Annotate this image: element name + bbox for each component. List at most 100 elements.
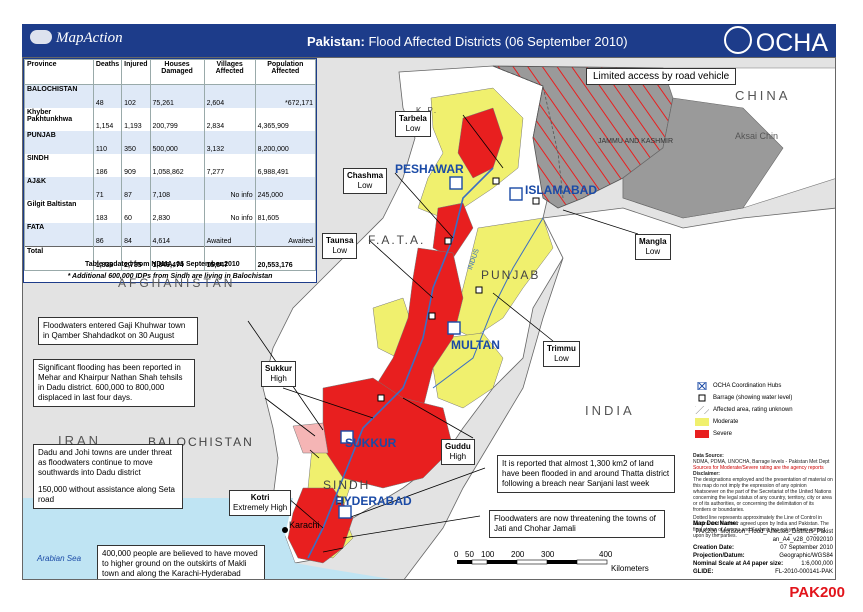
label-sukkur: SUKKUR <box>345 436 397 450</box>
scale-bar-graphic: 0 50 100 200 300 400 Kilometers <box>454 550 649 573</box>
cell-deaths: 183 <box>92 200 123 223</box>
col-province: Province <box>24 59 94 85</box>
stats-body: BALOCHISTAN 48 102 75,261 2,604 *672,171 Khybe… <box>24 84 317 270</box>
col-houses: Houses Damaged <box>149 59 205 85</box>
severe-districts-fata <box>432 202 474 259</box>
doc-info: Map Doc Name: PAK200_Monsoon_Flood_Affec… <box>693 520 833 576</box>
callout-dadu-text: Dadu and Johi towns are under threat as … <box>38 448 172 477</box>
barrage-kotri-name: Kotri <box>250 493 270 502</box>
aksai-chin-area <box>622 97 784 219</box>
stats-header-row: Province Deaths Injured Houses Damaged V… <box>24 59 317 85</box>
cell-population: 245,000 <box>254 177 317 200</box>
barrage-taunsa-level: Low <box>332 246 348 255</box>
cell-injured: 350 <box>121 131 151 154</box>
cell-houses: 200,799 <box>149 108 205 131</box>
legend-severe: Severe <box>691 428 828 440</box>
col-injured: Injured <box>121 59 151 85</box>
barrage-trimmu-name: Trimmu <box>547 344 576 353</box>
source-text: NDMA, PDMA, UNOCHA, Barrage levels - Pak… <box>693 459 830 465</box>
cell-houses: 7,108 <box>149 177 205 200</box>
table-row: FATA 86 84 4,614 Awaited Awaited <box>24 223 317 247</box>
line-of-control <box>492 65 564 199</box>
callout-dadu: Dadu and Johi towns are under threat as … <box>33 444 183 509</box>
label-islamabad: ISLAMABAD <box>525 183 597 197</box>
barrage-chashma: Chashma Low <box>343 168 388 194</box>
scale-unit: Kilometers <box>611 564 649 573</box>
barrage-mangla-name: Mangla <box>639 237 667 246</box>
moderate-swatch <box>695 418 709 426</box>
ocha-logo: OCHA <box>723 26 828 58</box>
barrage-icon <box>698 394 706 402</box>
legend-hub: OCHA Coordination Hubs <box>691 380 828 392</box>
cell-population: 8,200,000 <box>254 131 317 154</box>
scale-tick-400: 400 <box>599 550 613 559</box>
indus-river <box>307 167 494 559</box>
loc-text: Dotted line represents approximately the… <box>693 515 829 539</box>
scale-tick-50: 50 <box>465 550 474 559</box>
cell-villages: 2,604 <box>203 84 256 108</box>
label-peshawar: PESHAWAR <box>395 162 464 176</box>
cell-villages: 2,834 <box>203 108 256 131</box>
table-row: SINDH 186 909 1,058,862 7,277 6,988,491 <box>24 154 317 177</box>
cell-deaths: 86 <box>92 223 123 247</box>
col-population: Population Affected <box>254 59 317 85</box>
projection-value: Geographic/WGS84 <box>779 553 833 559</box>
legend-unknown: Affected area, rating unknown <box>691 404 828 416</box>
barrage-guddu: Guddu High <box>441 439 475 465</box>
cell-population: 6,988,491 <box>254 154 317 177</box>
label-jammu-kashmir: JAMMU AND KASHMIR <box>598 138 674 145</box>
barrage-sukkur: Sukkur High <box>261 361 297 387</box>
col-deaths: Deaths <box>92 59 123 85</box>
cell-population: Awaited <box>254 223 317 247</box>
table-row: PUNJAB 110 350 500,000 3,132 8,200,000 <box>24 131 317 154</box>
globe-icon <box>30 30 52 44</box>
barrage-sukkur-level: High <box>270 374 287 383</box>
barrage-chashma-level: Low <box>357 181 373 190</box>
cell-injured: 87 <box>121 177 151 200</box>
barrage-kotri: Kotri Extremely High <box>229 490 292 516</box>
table-row-total: Total 1,838 2,785 1,849,474 15,847 20,553,176 <box>24 246 317 270</box>
cell-injured: 84 <box>121 223 151 247</box>
glide-value: FL-2010-000141-PAK <box>775 569 833 575</box>
cell-province: Khyber Pakhtunkhwa <box>24 108 94 131</box>
map-doc-label: Map Doc Name: <box>693 521 739 527</box>
scale-tick-200: 200 <box>511 550 525 559</box>
hatch-swatch-icon <box>695 406 709 414</box>
label-kp: K.P. <box>416 106 438 115</box>
cell-deaths: 71 <box>92 177 123 200</box>
cell-province: BALOCHISTAN <box>24 84 94 108</box>
title-rest: Flood Affected Districts (06 September 2… <box>368 34 628 49</box>
stats-table: Province Deaths Injured Houses Damaged V… <box>24 59 317 270</box>
total-population: 20,553,176 <box>254 246 317 270</box>
cell-population: 4,365,909 <box>254 108 317 131</box>
barrage-sukkur-name: Sukkur <box>265 364 293 373</box>
map-code: PAK200 <box>789 584 845 601</box>
source-label: Data Source: <box>693 453 724 459</box>
label-punjab: PUNJAB <box>481 268 541 282</box>
casualty-statistics-table: Province Deaths Injured Houses Damaged V… <box>23 58 317 283</box>
cell-province: SINDH <box>24 154 94 177</box>
barrage-taunsa-name: Taunsa <box>326 236 354 245</box>
label-china: CHINA <box>735 88 791 103</box>
legend-unknown-label: Affected area, rating unknown <box>713 407 793 413</box>
cell-injured: 102 <box>121 84 151 108</box>
cell-province: PUNJAB <box>24 131 94 154</box>
creation-row: Creation Date: 07 September 2010 <box>693 544 833 552</box>
barrage-trimmu-level: Low <box>554 354 569 363</box>
table-row: AJ&K 71 87 7,108 No info 245,000 <box>24 177 317 200</box>
barrage-guddu-name: Guddu <box>445 442 471 451</box>
cell-houses: 75,261 <box>149 84 205 108</box>
cell-note: *672,171 <box>284 100 313 107</box>
cell-deaths: 48 <box>92 84 123 108</box>
label-aksai-chin: Aksai Chin <box>735 131 779 141</box>
label-karachi: Karachi <box>289 520 320 530</box>
label-india: INDIA <box>585 403 635 418</box>
creation-date: 07 September 2010 <box>780 545 833 551</box>
source-warning: Sources for Moderate/Severe rating are t… <box>693 465 824 471</box>
cell-deaths: 1,154 <box>92 108 123 131</box>
cell-houses: 500,000 <box>149 131 205 154</box>
tributary-river <box>432 217 544 389</box>
cell-note: No info <box>230 192 253 199</box>
map-title: Pakistan: Flood Affected Districts (06 S… <box>307 34 628 49</box>
label-multan: MULTAN <box>451 338 500 352</box>
